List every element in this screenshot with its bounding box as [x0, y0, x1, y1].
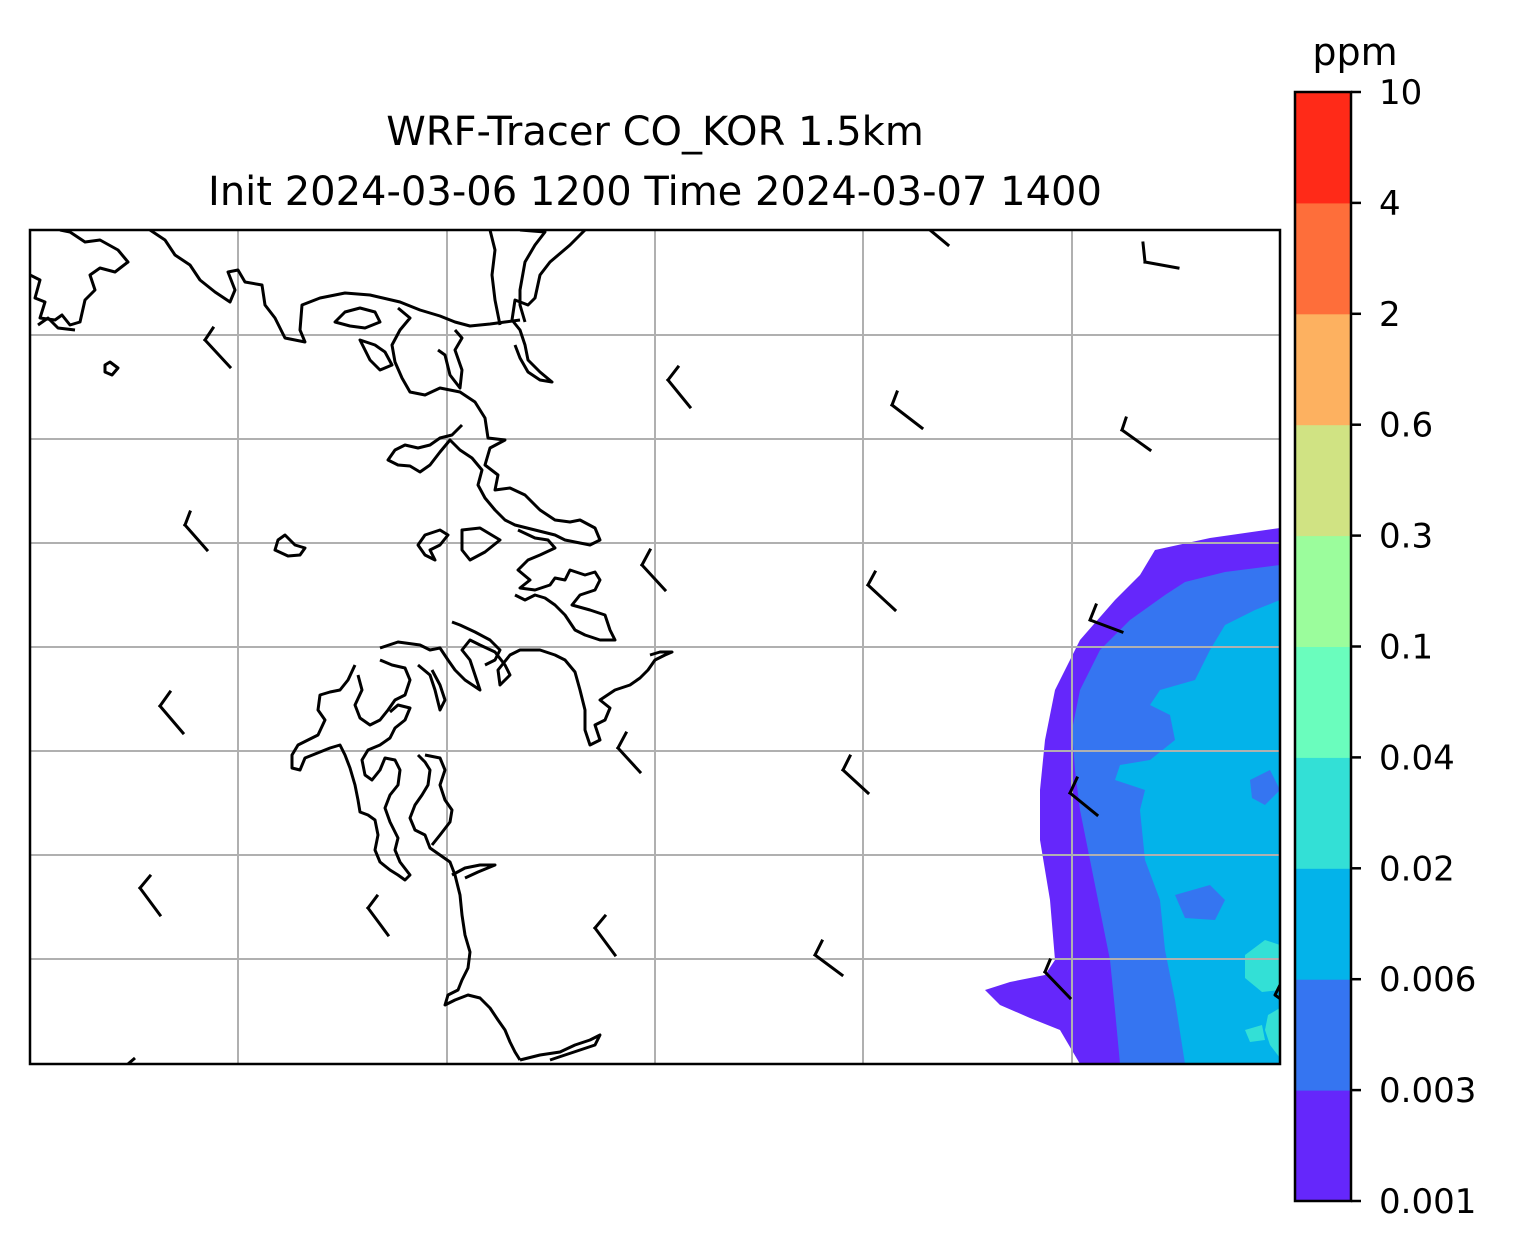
colorbar-band	[1295, 92, 1351, 204]
colorbar-tick-label: 2	[1379, 295, 1401, 335]
colorbar-tick-label: 0.6	[1379, 406, 1433, 446]
colorbar-tick-label: 0.001	[1379, 1182, 1476, 1222]
contour-band-0.02c	[1245, 1025, 1265, 1042]
contour-band-0.02	[1245, 940, 1280, 992]
plot-frame	[28, 228, 1282, 1066]
chart-subtitle: Init 2024-03-06 1200 Time 2024-03-07 140…	[208, 169, 1102, 215]
colorbar-band	[1295, 646, 1351, 758]
colorbar-tick-label: 4	[1379, 184, 1401, 224]
colorbar-band	[1295, 424, 1351, 537]
chart-title: WRF-Tracer CO_KOR 1.5km	[386, 109, 924, 155]
colorbar-tick-label: 0.3	[1379, 517, 1433, 557]
wind-barbs	[137, 230, 1180, 1001]
colorbar-band	[1295, 757, 1351, 869]
contour-band-0.006	[1115, 600, 1280, 1064]
colorbar-band	[1295, 979, 1351, 1091]
contour-band-0.02b	[1265, 1008, 1280, 1058]
contour-band-0.006-hole2	[1250, 770, 1280, 805]
colorbar-band	[1295, 313, 1351, 426]
colorbar-tick-label: 0.02	[1379, 849, 1455, 889]
colorbar-band	[1295, 1090, 1351, 1202]
colorbar-band	[1295, 535, 1351, 647]
colorbar-band	[1295, 868, 1351, 980]
colorbar-band	[1295, 202, 1351, 315]
gridlines	[30, 230, 1280, 1064]
colorbar-tick-label: 0.1	[1379, 628, 1433, 668]
colorbar-tick-label: 0.04	[1379, 738, 1455, 778]
colorbar-unit-label: ppm	[1312, 30, 1398, 74]
colorbar-tick-label: 0.006	[1379, 960, 1476, 1000]
contour-band-0.006-hole	[1175, 885, 1225, 920]
colorbar-tick-label: 0.003	[1379, 1071, 1476, 1111]
coastlines	[30, 230, 1280, 1064]
co-plume	[985, 528, 1280, 1064]
colorbar-tick-label: 10	[1379, 73, 1422, 113]
